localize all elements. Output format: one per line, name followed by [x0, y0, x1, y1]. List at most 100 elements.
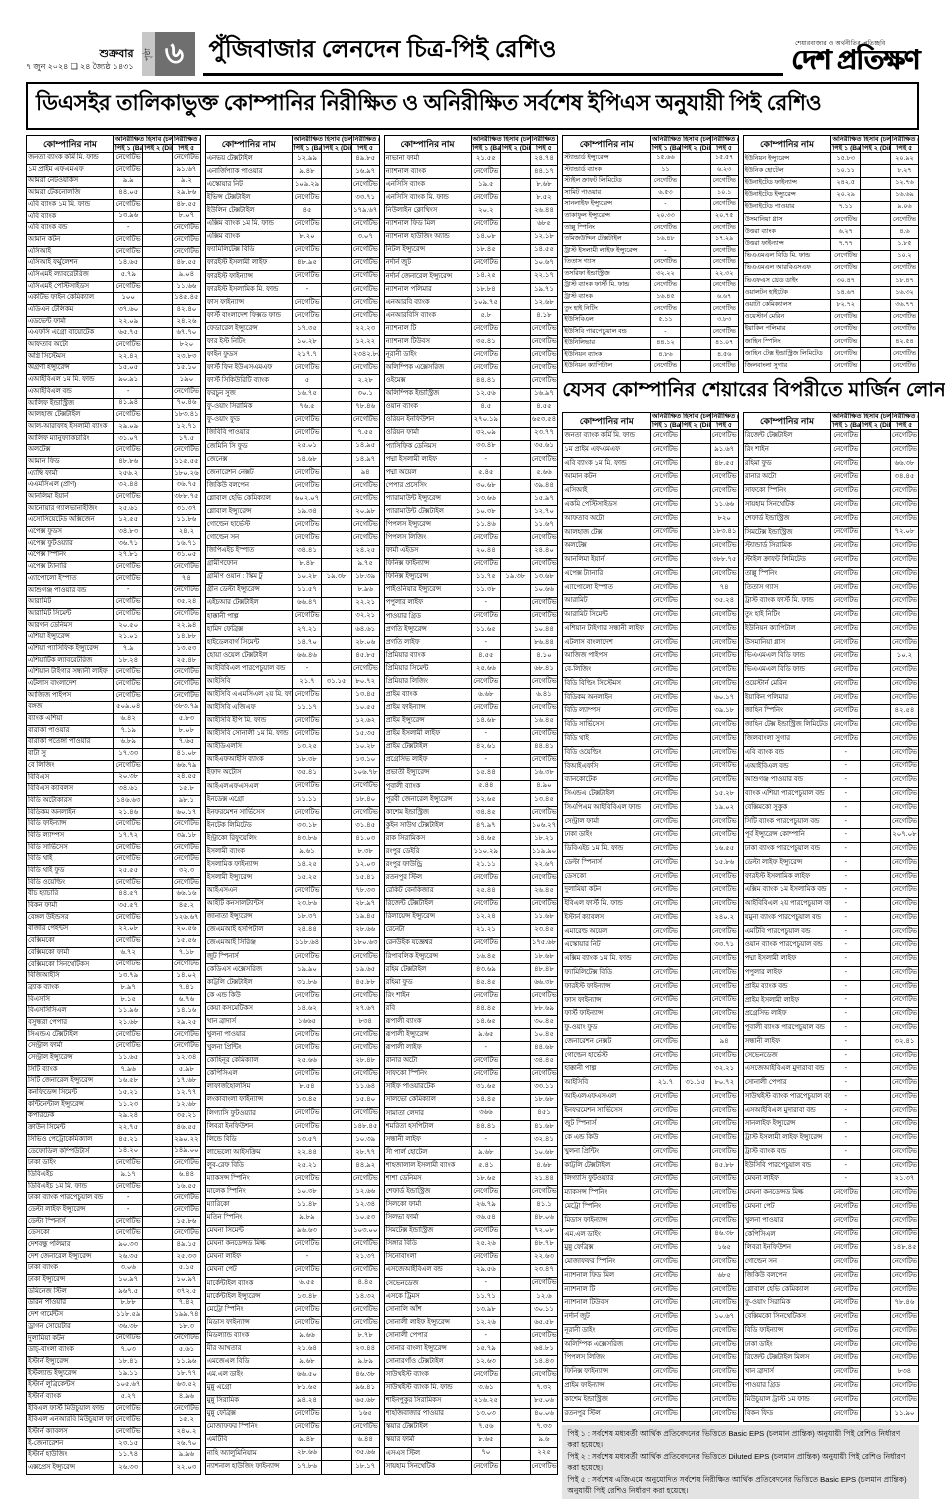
pe1-cell: ২৬.৭৯ — [470, 1198, 502, 1213]
pe1-cell: ১২.৬৫ — [470, 792, 502, 808]
pe1-cell: নেগেটিভ — [650, 745, 681, 761]
company-name-cell: প্রাইম ইসলামী লাইফ — [383, 727, 472, 742]
table-row: প্রিমিয়ার ব্যাংক ৪.৫৫ ৪.১০ — [383, 649, 559, 664]
pe1-cell: নেগেটিভ — [291, 296, 323, 311]
company-name-cell: পূবালী ব্যাংক পারপেচুয়াল বন্ড — [742, 1021, 832, 1036]
pe-ratio-table: কোম্পানির নামঅনিরীক্ষিত হিসাব (চলমান প্র… — [742, 134, 919, 374]
pe5-cell: ৩৭২.৫ — [171, 1285, 201, 1299]
pe2-cell — [679, 897, 711, 912]
pe2-cell — [321, 361, 352, 376]
pe5-cell: নেগেটিভ — [171, 233, 201, 247]
table-row: এশিয়ান টাইগার সন্ধানী লাইফ নেগেটিভ নেগেটি… — [26, 666, 201, 680]
company-name-cell: এক্সিম ব্যাংক ১ম মি. ফান্ড — [204, 217, 293, 232]
pe2-cell — [500, 1146, 531, 1161]
pe-ratio-table: কোম্পানির নামঅনিরীক্ষিত হিসাব (চলমান প্র… — [562, 411, 739, 1423]
table-row: পপুলার লাইফ - নেগেটিভ — [742, 966, 919, 981]
pe5-cell: ১৭.৬৮ — [171, 1075, 201, 1089]
pe1-cell: নেগেটিভ — [650, 897, 681, 912]
pe1-cell: নেগেটিভ — [650, 221, 681, 235]
company-name-cell: ঢাকা ইন্স্যুরেন্স — [26, 1274, 114, 1287]
pe5-cell: ১৫.১০ — [171, 362, 201, 376]
company-name-cell: গোল্ডেন হার্ভেস্ট — [204, 518, 293, 533]
pe5-cell: ২৩.৪৫ — [529, 923, 559, 938]
pe2-cell — [500, 806, 531, 821]
table-row: এএফসি এগ্রো বায়োটেক ৬৫.৭৫ ৬৭.৭০ — [26, 327, 201, 341]
pe1-cell: ৪৪.০৫ — [112, 187, 144, 200]
pe1-cell: নেগেটিভ — [470, 322, 502, 337]
pe5-cell: ৭২.০৮ — [529, 1224, 559, 1239]
pe1-cell: নেগেটিভ — [470, 1054, 502, 1069]
company-name-cell: আইসিবি সোনালী ১ম মি. ফান্ড — [204, 727, 293, 742]
pe2-header: পিই ২ (Diluted) — [321, 143, 352, 154]
pe2-cell — [321, 374, 352, 389]
company-name-cell: সোনালী পেপার — [383, 1329, 472, 1344]
pe1-cell: নেগেটিভ — [470, 1459, 502, 1476]
pe1-cell: ৭.৭৭ — [830, 237, 862, 251]
company-name-cell: রিজেন্ট টেক্সটাইল মিলস — [742, 1351, 832, 1367]
pe5-cell: ৬৫.৬৮ — [350, 1394, 380, 1409]
pe5-cell: ১১.৬৮ — [529, 910, 559, 925]
pe1-cell: ১৫.০৫ — [112, 362, 144, 376]
table-row: মার্কেন্টাইল ব্যাংক ৬.৫৫ ৪.৪৫ — [204, 1276, 380, 1291]
table-row: অলিম্পিক এক্সেসরিজ নেগেটিভ নেগেটিভ — [383, 361, 559, 376]
pe2-cell — [142, 981, 173, 995]
pe-ratio-table: কোম্পানির নামঅনিরীক্ষিত হিসাব (চলমান প্র… — [742, 411, 919, 1423]
pe2-cell — [500, 544, 531, 559]
company-name-cell: সাইফ পাওয়ারটেক — [383, 1080, 472, 1095]
pe5-cell: নেগেটিভ — [350, 1172, 380, 1187]
pe5-cell: ৬৬.৩৮ — [529, 976, 559, 991]
company-name-cell: আফতাব অটো — [26, 339, 114, 352]
company-name-cell: এবি ব্যাংক — [26, 210, 114, 224]
company-name-cell: পদ্মা ইসলামী লাইফ — [742, 952, 832, 968]
company-name-cell: হাক্কানী পাল্প — [204, 609, 293, 624]
pe1-cell: নেগেটিভ — [291, 243, 323, 258]
company-name-cell: ওয়েস্টার্ন মেরিন — [742, 310, 832, 325]
company-name-cell: বীচ হ্যাচারি — [26, 888, 114, 902]
pe1-cell: নেগেটিভ — [470, 1368, 502, 1383]
table-row: এবি ব্যাংক বন্ড - নেগেটিভ — [742, 745, 919, 761]
pe1-cell: নেগেটিভ — [112, 818, 144, 832]
pe5-cell: ২৩.৪৪ — [350, 1342, 380, 1357]
table-row: নূরানী ডাইং নেগেটিভ নেগেটিভ — [562, 1323, 739, 1339]
pe1-cell: নেগেটিভ — [291, 466, 323, 481]
pe5-cell: ৮৫.০৬ — [529, 1394, 559, 1409]
company-name-cell: ওয়ান ব্যাংক — [383, 400, 472, 415]
pe1-cell: নেগেটিভ — [650, 883, 681, 899]
company-name-cell: মার্কেন্টাইল ব্যাংক — [204, 1276, 293, 1291]
pe5-cell: ২২৫ — [529, 1446, 559, 1461]
pe5-cell: ১০৬.২৭ — [529, 819, 559, 834]
pe2-cell — [860, 225, 891, 239]
table-row: এক্সিম ব্যাংক ৮.২০ ৩.০৭ — [204, 230, 380, 245]
pe5-cell: ২০.৫৬ — [171, 923, 201, 937]
pe1-cell: নেগেটিভ — [650, 1048, 681, 1064]
company-name-cell: ডেল্টা স্পিনার্স — [26, 1215, 114, 1229]
table-row: তাল্লু স্পিনিং নেগেটিভ নেগেটিভ — [562, 221, 739, 235]
table-row: ভিএএমএল বিডি ফান্ড নেগেটিভ নেগেটিভ — [742, 663, 919, 678]
company-name-cell: উত্তরা ব্যাংক — [742, 225, 832, 239]
company-name-cell: সিএন্ডএ টেক্সটাইল — [26, 1028, 114, 1042]
table-row: আইসিবি ২১.৭ ৩১.১৫ ৮০.৭২ — [204, 675, 380, 690]
table-row: সিঙ্গার বিডি ২৫.২৬ ৪৮.৭৮ — [383, 1237, 559, 1252]
pe1-cell: নেগেটিভ — [291, 1316, 323, 1331]
pe1-cell: নেগেটিভ — [650, 302, 681, 316]
table-row: হাক্কানী পাল্প নেগেটিভ ৩২.২১ — [204, 609, 380, 624]
pe1-cell: ১৪.৬২ — [291, 1002, 323, 1017]
table-row: ইস্টার্ন ক্যাবলস নেগেটিভ ২৪০.২ — [26, 1426, 201, 1439]
pe2-cell — [500, 152, 531, 167]
pe2-cell — [321, 596, 352, 611]
company-name-cell: সেভেনডেজ — [383, 1276, 472, 1291]
table-row: ইনফরমেশন সার্ভিসেস নেগেটিভ নেগেটিভ — [562, 1103, 739, 1119]
pe5-cell: নেগেটিভ — [709, 773, 739, 789]
pe5-cell: ২৪.২৬ — [171, 315, 201, 329]
company-name-cell: কাট্টলি টেক্সটাইল — [204, 976, 293, 991]
pe5-cell: ২৬.৪৫ — [529, 884, 559, 899]
pe5-cell: ১৯.৭১ — [529, 282, 559, 298]
pe1-cell: ২৫.২৬ — [470, 1237, 502, 1252]
pe5-cell: নেগেটিভ — [529, 806, 559, 821]
table-row: ঢাকা ইন্স্যুরেন্স ১০.৯৭ ১০.৯৭ — [26, 1274, 201, 1287]
pe2-cell — [142, 783, 173, 796]
company-name-cell: মেট্রো স্পিনিং — [562, 1200, 652, 1215]
pe2-cell — [860, 525, 891, 541]
company-name-cell: ফিনিক্স ইন্স্যুরেন্স — [383, 570, 472, 585]
pe5-cell: ১২.৭৬ — [889, 176, 919, 190]
